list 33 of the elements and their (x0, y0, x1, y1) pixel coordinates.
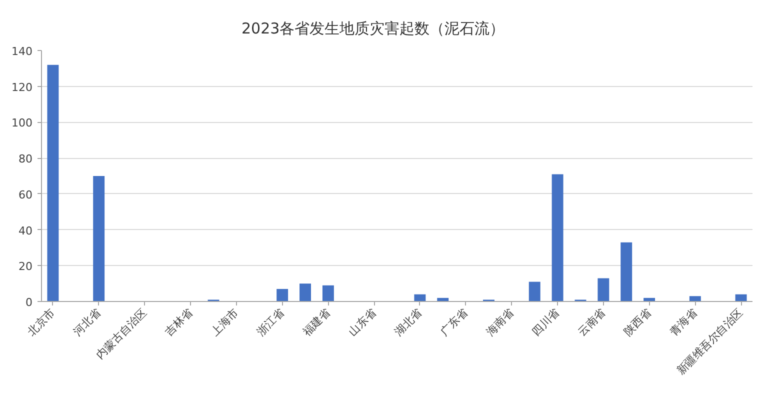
x-tick-label: 湖北省 (392, 306, 425, 338)
y-tick-label: 140 (12, 45, 33, 58)
x-tick-label: 海南省 (484, 306, 516, 338)
bar (47, 64, 59, 302)
bar (689, 296, 701, 302)
x-tick-label: 上海市 (208, 306, 242, 338)
y-tick-label: 60 (18, 188, 33, 202)
x-tick-label: 陕西省 (621, 306, 654, 338)
x-tick-label: 云南省 (575, 306, 608, 338)
bar (620, 242, 632, 302)
bar (300, 284, 311, 302)
chart-title: 2023各省发生地质灾害起数（泥石流） (242, 20, 505, 38)
bar (322, 285, 334, 302)
bar (735, 294, 747, 302)
y-tick-label: 80 (18, 152, 33, 166)
y-tick-label: 120 (12, 80, 33, 94)
bar (93, 176, 105, 302)
x-tick-label: 浙江省 (254, 306, 287, 338)
y-tick-label: 100 (12, 116, 33, 130)
y-tick-label: 20 (18, 260, 33, 274)
x-tick-label: 福建省 (300, 306, 333, 338)
bar (276, 288, 288, 302)
bar (598, 278, 610, 302)
x-tick-label: 青海省 (667, 306, 700, 338)
bar (414, 294, 426, 302)
bar (552, 174, 564, 302)
x-tick-label: 吉林省 (162, 306, 196, 338)
y-tick-label: 40 (18, 224, 33, 238)
x-tick-label: 四川省 (530, 306, 562, 338)
x-tick-label: 广东省 (438, 306, 470, 338)
bar (528, 282, 540, 302)
x-tick-label: 山东省 (346, 306, 379, 338)
x-tick-label: 河北省 (70, 306, 104, 338)
